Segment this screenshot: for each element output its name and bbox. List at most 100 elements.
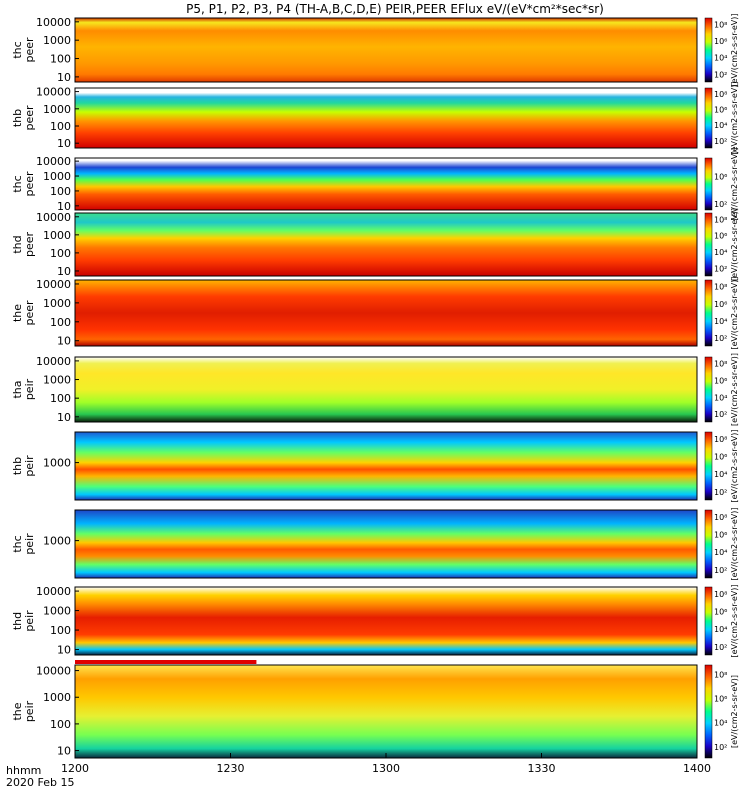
spectrogram-image bbox=[75, 510, 697, 578]
x-axis-label-time: hhmm bbox=[6, 764, 41, 777]
y-tick-label: 10 bbox=[57, 71, 71, 84]
x-tick-label: 1300 bbox=[372, 762, 400, 775]
panel-frame bbox=[74, 431, 698, 501]
colorbar-tick-label: 10⁴ bbox=[714, 248, 727, 257]
colorbar-tick-label: 10⁶ bbox=[714, 530, 727, 539]
panel-5: thepeer 10 100 1000 10000 10² 10⁴ 10⁶ 10⁸ [eV/(cm… bbox=[11, 276, 739, 349]
panel-frame bbox=[74, 157, 698, 211]
colorbar: 10² 10⁴ 10⁶ 10⁸[eV/(cm2-s-sr-eV)] bbox=[704, 81, 739, 155]
panel-label: thdpeer bbox=[11, 232, 36, 258]
panel-4: thdpeer 10 100 1000 10000 10² 10⁴ 10⁶ 10⁸ [eV/(cm… bbox=[11, 208, 739, 281]
y-tick-label: 100 bbox=[50, 718, 71, 731]
colorbar-tick-label: 10⁸ bbox=[714, 283, 727, 292]
colorbar-tick-label: 10⁶ bbox=[714, 37, 727, 46]
colorbar: 10² 10⁴ 10⁶ 10⁸[eV/(cm2-s-sr-eV)] bbox=[704, 507, 739, 581]
colorbar-tick-label: 10² bbox=[714, 70, 727, 79]
spectrogram-image bbox=[75, 665, 697, 758]
colorbar-tick-label: 10⁸ bbox=[714, 513, 727, 522]
y-tick-label: 1000 bbox=[43, 103, 71, 116]
colorbar: 10² 10⁴ 10⁶ 10⁸[eV/(cm2-s-sr-eV)] bbox=[704, 353, 739, 426]
y-tick-label: 1000 bbox=[43, 229, 71, 242]
y-tick-label: 1000 bbox=[43, 535, 71, 548]
y-tick-label: 10 bbox=[57, 265, 71, 278]
colorbar-tick-label: 10² bbox=[714, 334, 727, 343]
colorbar-tick-label: 10⁶ bbox=[714, 607, 727, 616]
panel-label: thdpeir bbox=[11, 610, 36, 632]
panel-frame bbox=[74, 356, 698, 423]
colorbar: 10² 10⁴ 10⁶ 10⁸[eV/(cm2-s-sr-eV)] bbox=[704, 664, 739, 759]
colorbar-tick-label: 10⁶ bbox=[714, 106, 727, 115]
colorbar-tick-label: 10² bbox=[714, 743, 727, 752]
colorbar-tick-label: 10⁶ bbox=[714, 300, 727, 309]
spectrogram-image bbox=[75, 432, 697, 500]
colorbar-tick-label: 10⁶ bbox=[714, 376, 727, 385]
y-tick-label: 1000 bbox=[43, 457, 71, 470]
y-tick-label: 10 bbox=[57, 137, 71, 150]
panel-7: thbpeir 1000 10² 10⁴ 10⁶ 10⁸ [eV/(cm2-s-sr-eV)… bbox=[11, 429, 739, 502]
data-gap-bar bbox=[75, 660, 257, 664]
spectrogram-image bbox=[75, 587, 697, 655]
y-tick-label: 100 bbox=[50, 624, 71, 637]
y-tick-label: 10 bbox=[57, 200, 71, 213]
x-axis-label-date: 2020 Feb 15 bbox=[6, 776, 74, 789]
colorbar-tick-label: 10² bbox=[714, 488, 727, 497]
colorbar: 10² 10⁶ [eV/(cm2-s-sr-eV)] bbox=[704, 147, 739, 221]
colorbar-label: [eV/(cm2-s-sr-eV)] bbox=[730, 81, 739, 154]
y-tick-label: 100 bbox=[50, 392, 71, 405]
spectrogram-image bbox=[75, 158, 697, 210]
y-tick-label: 10 bbox=[57, 411, 71, 424]
panel-8: thcpeir 1000 10² 10⁴ 10⁶ 10⁸ [eV/(cm2-s-sr-eV)… bbox=[11, 507, 739, 580]
spectrogram-image bbox=[75, 88, 697, 148]
y-tick-label: 1000 bbox=[43, 34, 71, 47]
y-tick-label: 10000 bbox=[36, 211, 71, 224]
colorbar-label: [eV/(cm2-s-sr-eV)] bbox=[730, 208, 739, 281]
y-tick-label: 10000 bbox=[36, 155, 71, 168]
colorbar: 10² 10⁴ 10⁶ 10⁸[eV/(cm2-s-sr-eV)] bbox=[704, 276, 739, 350]
colorbar-label: [eV/(cm2-s-sr-eV)] bbox=[730, 584, 739, 657]
y-tick-label: 100 bbox=[50, 185, 71, 198]
y-tick-label: 1000 bbox=[43, 605, 71, 618]
colorbar-tick-label: 10⁶ bbox=[714, 452, 727, 461]
colorbar-tick-label: 10⁸ bbox=[714, 670, 727, 679]
colorbar-tick-label: 10⁴ bbox=[714, 121, 727, 130]
colorbar-tick-label: 10⁴ bbox=[714, 470, 727, 479]
spectrogram-image bbox=[75, 213, 697, 276]
panel-frame bbox=[74, 87, 698, 149]
y-tick-label: 100 bbox=[50, 120, 71, 133]
panel-frame bbox=[74, 212, 698, 277]
x-tick-label: 1330 bbox=[528, 762, 556, 775]
x-tick-label: 1200 bbox=[61, 762, 89, 775]
panel-6: thapeir 10 100 1000 10000 10² 10⁴ 10⁶ 10⁸ [eV/(cm… bbox=[11, 353, 739, 426]
panel-3: thcpeer 10 100 1000 10000 10² 10⁶ [eV/(cm2-s-sr… bbox=[11, 147, 739, 220]
colorbar-tick-label: 10⁸ bbox=[714, 215, 727, 224]
colorbar-tick-label: 10⁴ bbox=[714, 317, 727, 326]
colorbar-label: [eV/(cm2-s-sr-eV)] bbox=[730, 13, 739, 86]
panel-label: thcpeir bbox=[11, 533, 36, 555]
panel-frame bbox=[74, 17, 698, 83]
panel-1: thcpeer 10 100 1000 10000 10² 10⁴ 10⁶ 10⁸ [eV/(cm… bbox=[11, 13, 739, 86]
y-tick-label: 100 bbox=[50, 247, 71, 260]
y-tick-label: 10 bbox=[57, 335, 71, 348]
colorbar-label: [eV/(cm2-s-sr-eV)] bbox=[730, 429, 739, 502]
spectrogram-image bbox=[75, 18, 697, 82]
x-tick-label: 1400 bbox=[683, 762, 711, 775]
colorbar-label: [eV/(cm2-s-sr-eV)] bbox=[730, 353, 739, 426]
colorbar-label: [eV/(cm2-s-sr-eV)] bbox=[730, 147, 739, 220]
y-tick-label: 10000 bbox=[36, 278, 71, 291]
colorbar-tick-label: 10² bbox=[714, 200, 727, 209]
colorbar-tick-label: 10⁸ bbox=[714, 590, 727, 599]
y-tick-label: 100 bbox=[50, 316, 71, 329]
colorbar-label: [eV/(cm2-s-sr-eV)] bbox=[730, 675, 739, 748]
colorbar-tick-label: 10² bbox=[714, 643, 727, 652]
y-tick-label: 1000 bbox=[43, 170, 71, 183]
colorbar-tick-label: 10² bbox=[714, 137, 727, 146]
panel-frame bbox=[74, 279, 698, 347]
colorbar-tick-label: 10⁴ bbox=[714, 548, 727, 557]
x-axis: 1200 1230 1300 1330 1400 bbox=[61, 753, 711, 775]
spectrogram-image bbox=[75, 280, 697, 346]
x-tick-label: 1230 bbox=[217, 762, 245, 775]
panel-label: thapeir bbox=[11, 378, 36, 400]
panel-9: thdpeir 10 100 1000 10000 10² 10⁴ 10⁶ 10⁸ [eV/(cm… bbox=[11, 584, 739, 657]
colorbar-label: [eV/(cm2-s-sr-eV)] bbox=[730, 276, 739, 349]
